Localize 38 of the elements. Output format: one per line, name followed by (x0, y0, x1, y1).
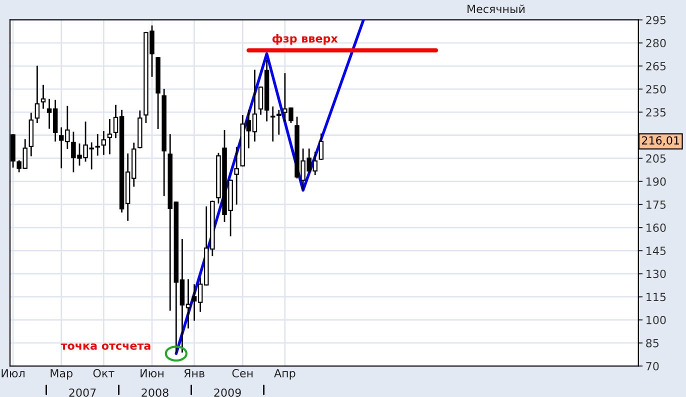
candlestick (276, 110, 282, 135)
candlestick (34, 66, 40, 124)
candlestick (95, 134, 100, 156)
candlestick (234, 146, 239, 205)
y-tick-label: 100 (646, 316, 666, 324)
annotation: 216,01 (642, 136, 680, 146)
x-tick-label: Июл (2, 369, 24, 378)
annotation: фзр вверх (272, 34, 338, 45)
y-tick-label: 160 (646, 224, 666, 232)
candlestick (40, 84, 46, 109)
y-tick-label: 85 (646, 338, 659, 348)
y-tick-label: 175 (646, 200, 666, 209)
x-tick-label: Сен (232, 369, 253, 378)
text: 2007 (69, 388, 96, 397)
y-tick-label: 235 (646, 108, 666, 117)
text: 2008 (142, 388, 168, 397)
y-tick-label: 205 (646, 154, 666, 163)
x-tick-label: Апр (274, 369, 296, 380)
x-tick-label: Июн (140, 369, 164, 378)
candlestick (101, 131, 106, 155)
x-tick-label: Мар (50, 369, 72, 380)
y-tick-label: 280 (646, 38, 666, 48)
y-tick-label: 70 (646, 362, 659, 370)
candlestick (318, 133, 324, 160)
candlestick (107, 119, 112, 154)
text: 2009 (214, 388, 241, 397)
y-tick-label: 130 (646, 270, 666, 278)
chart-title: Месячный (468, 4, 525, 14)
y-tick-label: 145 (646, 246, 666, 256)
candlestick (270, 106, 276, 142)
y-tick-label: 190 (646, 177, 666, 186)
y-tick-label: 265 (646, 62, 666, 70)
annotation: точка отсчета (60, 343, 150, 350)
x-tick-label: Окт (93, 369, 114, 378)
y-tick-label: 115 (646, 292, 666, 302)
y-tick-label: 250 (646, 85, 666, 94)
x-tick-label: Янв (184, 369, 204, 378)
y-tick-label: 295 (646, 16, 666, 24)
